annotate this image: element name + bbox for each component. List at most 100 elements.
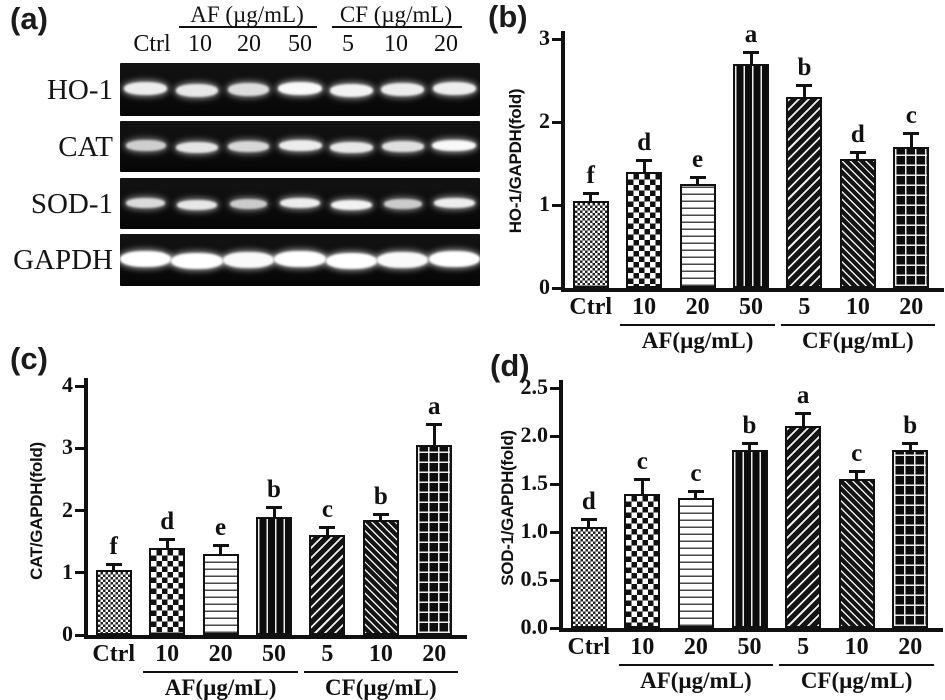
chart-c-axis-group-label: CF(µg/mL) — [303, 671, 458, 700]
chart-d-y-tick — [550, 626, 559, 630]
chart-c-x-tick-label: 20 — [422, 641, 447, 667]
chart-b-x-tick-label: 5 — [798, 294, 811, 320]
chart-b-x-axis — [561, 288, 944, 292]
chart-c-x-tick-label: Ctrl — [92, 641, 136, 667]
panel-d-label: (d) — [490, 348, 530, 383]
chart-c-error-bar-cap — [372, 512, 389, 516]
chart-c-bar-5 — [309, 535, 346, 635]
chart-b-error-bar-cap — [849, 150, 866, 154]
chart-d-axis-group-label: CF(µg/mL) — [779, 664, 934, 694]
chart-c-significance-letter: a — [428, 392, 441, 420]
gel-band — [175, 84, 219, 97]
chart-d-y-tick-label: 1.5 — [520, 470, 549, 495]
lane-label: 50 — [288, 31, 312, 57]
chart-d-error-bar-cap — [634, 478, 651, 482]
chart-b-bar-10 — [839, 159, 876, 288]
chart-b-error-bar-cap — [743, 51, 759, 55]
chart-c-error-bar-whisker — [165, 539, 169, 554]
chart-d-x-tick-label: 50 — [737, 634, 762, 660]
chart-c-x-tick-label: 10 — [155, 641, 180, 667]
gel-band — [125, 140, 166, 151]
gel-band — [124, 82, 168, 95]
chart-b-significance-letter: d — [850, 120, 865, 148]
gel-band — [274, 251, 326, 267]
gel-band — [119, 251, 172, 267]
chart-c-y-tick-label: 0 — [62, 621, 73, 646]
chart-c-x-tick-label: 10 — [368, 641, 393, 667]
gel-band — [171, 253, 223, 269]
chart-c-significance-letter: e — [215, 513, 227, 541]
chart-d-error-bar-cap — [848, 470, 865, 474]
lane-group-header: CF (µg/mL) — [339, 2, 453, 27]
chart-d-y-tick-label: 0.5 — [520, 566, 549, 591]
chart-d-y-tick — [550, 482, 559, 486]
chart-d-error-bar-whisker — [801, 413, 805, 433]
chart-d-y-axis-title: SOD-1/GAPDH(fold) — [498, 430, 517, 586]
chart-c-x-tick-label: 5 — [321, 641, 334, 667]
chart-d-error-bar-whisker — [908, 443, 912, 457]
chart-c-y-tick — [75, 571, 84, 575]
chart-c-bar-ctrl — [95, 569, 132, 635]
chart-d-x-tick-label: 10 — [844, 634, 869, 660]
chart-d-error-bar-whisker — [587, 520, 591, 534]
chart-d-x-axis — [559, 628, 943, 632]
chart-b-x-tick-label: 10 — [845, 294, 870, 320]
gel-band — [227, 83, 270, 96]
chart-d-significance-letter: d — [581, 488, 596, 516]
lane-label: 5 — [342, 31, 354, 57]
chart-b-significance-letter: c — [905, 102, 917, 130]
chart-c-error-bar-whisker — [272, 508, 276, 523]
chart-d-error-bar-whisker — [640, 480, 644, 500]
chart-c-bar-10 — [149, 547, 186, 635]
panel-b-label: (b) — [488, 0, 528, 34]
chart-c-error-bar-cap — [105, 563, 122, 567]
chart-c-error-bar-whisker — [325, 527, 329, 542]
chart-c-error-bar-cap — [426, 422, 443, 426]
chart-d-error-bar-whisker — [748, 443, 751, 457]
chart-b-y-tick-label: 2 — [539, 108, 550, 133]
gel-band — [383, 198, 422, 209]
chart-b-error-bar-whisker — [749, 53, 753, 70]
chart-b-y-tick-label: 1 — [539, 191, 550, 216]
chart-b-significance-letter: a — [744, 21, 758, 49]
panel-a-label: (a) — [10, 1, 48, 36]
lane-group-header: AF (µg/mL) — [190, 2, 304, 27]
chart-b-x-tick-label: 20 — [685, 294, 710, 320]
chart-c-error-bar-cap — [266, 506, 282, 509]
chart-d-significance-letter: b — [742, 411, 757, 439]
chart-b-error-bar-whisker — [802, 86, 806, 104]
gel-band — [432, 82, 476, 95]
chart-d-y-tick-label: 2.5 — [520, 374, 549, 399]
chart-d-error-bar-whisker — [855, 472, 859, 486]
chart-c-error-bar-whisker — [219, 545, 223, 561]
chart-b-x-tick-label: 20 — [899, 294, 924, 320]
gel-band — [126, 197, 166, 208]
gel-band — [428, 251, 481, 267]
gel-band — [330, 142, 373, 153]
gel-band — [278, 140, 322, 151]
chart-d-error-bar-cap — [741, 441, 758, 445]
chart-c-bar-20 — [416, 445, 453, 635]
chart-c-axis-group-label: AF(µg/mL) — [143, 671, 298, 700]
chart-d-y-tick — [550, 530, 559, 534]
lane-group-underline — [332, 26, 462, 28]
gel-band — [223, 252, 274, 268]
gel-band — [229, 198, 268, 209]
chart-b-bar-5 — [786, 97, 823, 288]
gel-band — [228, 141, 270, 152]
chart-b-significance-letter: d — [637, 129, 652, 156]
chart-d-significance-letter: a — [796, 381, 810, 409]
chart-b-y-tick — [552, 203, 561, 207]
chart-c-y-tick-label: 1 — [62, 558, 73, 584]
gel-band — [279, 197, 321, 208]
chart-d-y-tick-label: 1.0 — [520, 518, 549, 543]
chart-c-significance-letter: b — [267, 476, 281, 503]
chart-c-x-tick-label: 50 — [262, 641, 286, 667]
chart-c-y-tick-label: 2 — [62, 496, 73, 522]
chart-c-y-axis-title: CAT/GAPDH(fold) — [27, 442, 46, 580]
chart-b-error-bar-cap — [689, 176, 706, 180]
chart-b-significance-letter: e — [692, 146, 704, 174]
chart-d-x-tick-label: Ctrl — [567, 634, 611, 660]
chart-d-y-tick — [550, 386, 559, 390]
chart-b-y-tick — [552, 286, 561, 290]
